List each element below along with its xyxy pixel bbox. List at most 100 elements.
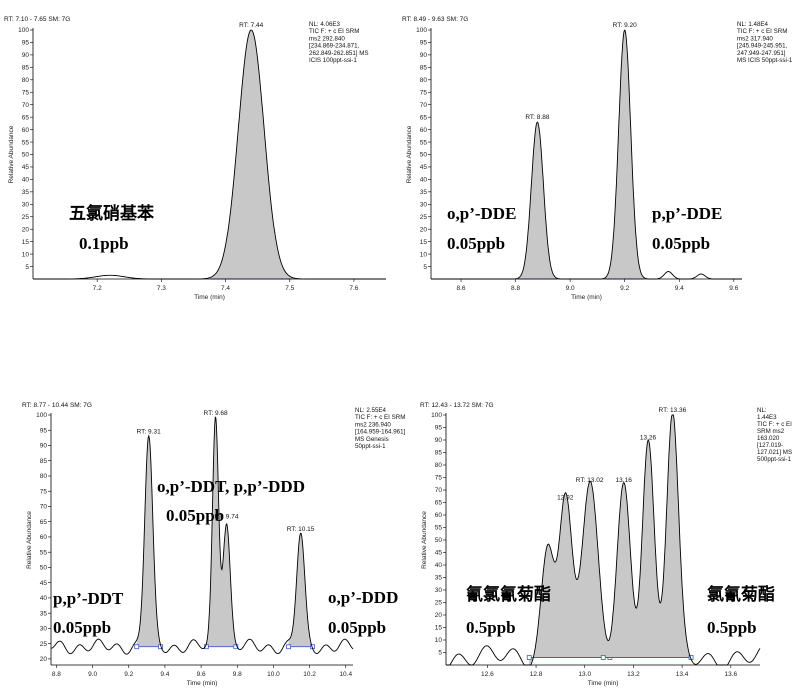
x-tick-label: 7.6: [349, 285, 358, 292]
peak-area: [206, 416, 236, 647]
y-tick-label: 65: [435, 500, 443, 507]
compound-annotation: 氰氯氰菊酯: [466, 584, 551, 604]
x-tick-label: 13.2: [627, 671, 640, 678]
y-tick-label: 35: [22, 189, 30, 196]
y-tick-label: 45: [435, 550, 443, 557]
scan-info-line: 500ppt-ssi-1: [757, 456, 792, 463]
y-axis-title: Relative Abundance: [406, 125, 413, 183]
chromatogram-panel-1: RT: 7.10 - 7.65 SM: 7G 5 10 15 20 25 30 35 40 45 5…: [4, 16, 386, 301]
y-tick-label: 55: [420, 139, 428, 146]
y-tick-label: 90: [22, 52, 30, 59]
x-tick-label: 9.6: [729, 285, 738, 292]
compound-annotation: o,p’-DDE: [447, 204, 516, 223]
compound-annotation: 五氯硝基苯: [69, 203, 154, 223]
compound-annotation: 0.5ppb: [466, 618, 516, 637]
y-tick-label: 100: [416, 27, 427, 34]
compound-annotation: 0.05ppb: [328, 618, 386, 637]
y-tick-label: 35: [40, 610, 48, 617]
y-tick-label: 85: [40, 458, 48, 465]
y-tick-label: 50: [40, 565, 48, 572]
scan-info-line: TIC F: + c EI SRM: [355, 414, 405, 421]
y-tick-label: 85: [22, 65, 30, 72]
y-tick-label: 100: [36, 412, 47, 419]
x-tick-label: 9.2: [124, 671, 133, 678]
scan-info-line: 50ppt-ssi-1: [355, 443, 386, 450]
y-tick-label: 95: [40, 427, 48, 434]
x-tick-label: 13.0: [578, 671, 591, 678]
scan-info-line: 247.949-247.951]: [737, 50, 786, 57]
y-tick-label: 90: [420, 52, 428, 59]
x-tick-label: 8.6: [456, 285, 465, 292]
scan-info-line: MS Genesis: [355, 436, 389, 443]
scan-info-line: ICIS 100ppt-ssi-1: [309, 57, 357, 64]
scan-info-line: TIC F: + c EI SRM: [309, 28, 359, 35]
x-tick-label: 9.2: [620, 285, 629, 292]
y-tick-label: 75: [40, 488, 48, 495]
scan-info-line: NL: 1.48E4: [737, 21, 769, 28]
scan-info-line: [164.959-164.961]: [355, 429, 406, 436]
x-axis-title: Time (min): [194, 294, 225, 301]
x-tick-label: 10.4: [339, 671, 352, 678]
x-tick-label: 13.4: [676, 671, 689, 678]
y-tick-label: 65: [22, 114, 30, 121]
peak-area: [288, 533, 313, 649]
peak-label: 13.16: [616, 477, 633, 484]
scan-info-line: TIC F: + c EI: [757, 421, 792, 428]
scan-info-line: [127.019-: [757, 442, 783, 449]
peak-area: [605, 30, 644, 279]
scan-info-line: TIC F: + c EI SRM: [737, 28, 787, 35]
x-axis-title: Time (min): [571, 294, 602, 301]
peak-area: [603, 415, 692, 660]
x-tick-label: 9.8: [233, 671, 242, 678]
scan-info-line: 163.020: [757, 435, 780, 442]
y-tick-label: 15: [435, 625, 443, 632]
y-tick-label: 25: [435, 600, 443, 607]
integration-marker: [134, 644, 140, 650]
y-tick-label: 50: [435, 537, 443, 544]
x-axis-title: Time (min): [588, 680, 619, 687]
peak-label: RT: 9.68: [204, 410, 228, 417]
integration-marker: [286, 644, 292, 650]
y-tick-label: 75: [420, 89, 428, 96]
compound-annotation: o,p’-DDD: [328, 588, 398, 607]
scan-info-line: 1.44E3: [757, 414, 777, 421]
y-tick-label: 95: [435, 425, 443, 432]
y-tick-label: 70: [420, 102, 428, 109]
scan-info-line: 262.849-262.851] MS: [309, 50, 369, 57]
y-tick-label: 75: [22, 89, 30, 96]
scan-info-line: NL: 4.06E3: [309, 21, 341, 28]
integration-marker: [526, 655, 532, 660]
x-axis-title: Time (min): [187, 680, 218, 687]
y-tick-label: 60: [40, 534, 48, 541]
integration-marker: [233, 644, 239, 650]
compound-annotation: 0.05ppb: [447, 234, 505, 253]
panel-header: RT: 8.49 - 9.63 SM: 7G: [402, 16, 468, 23]
y-tick-label: 40: [435, 562, 443, 569]
x-tick-label: 12.8: [530, 671, 543, 678]
peak-label: RT: 9.20: [613, 22, 637, 29]
chromatogram-panel-2: RT: 8.49 - 9.63 SM: 7G 5 10 15 20 25 30 35 40 45 5…: [402, 16, 793, 301]
y-tick-label: 25: [40, 641, 48, 648]
y-tick-label: 50: [420, 152, 428, 159]
peak-label: 13.26: [640, 435, 657, 442]
panel-header: RT: 12.43 - 13.72 SM: 7G: [420, 402, 494, 409]
y-tick-label: 85: [435, 450, 443, 457]
scan-info-line: SRM ms2: [757, 428, 785, 435]
y-tick-label: 35: [435, 575, 443, 582]
peak-area: [518, 122, 557, 279]
y-tick-label: 45: [40, 580, 48, 587]
y-tick-label: 35: [420, 189, 428, 196]
y-tick-label: 30: [435, 587, 443, 594]
panel-header: RT: 8.77 - 10.44 SM: 7G: [22, 402, 92, 409]
y-tick-label: 10: [435, 637, 443, 644]
y-tick-label: 65: [40, 519, 48, 526]
y-tick-label: 55: [435, 525, 443, 532]
panel-header: RT: 7.10 - 7.65 SM: 7G: [4, 16, 70, 23]
x-tick-label: 10.2: [303, 671, 316, 678]
y-tick-label: 90: [435, 437, 443, 444]
y-tick-label: 30: [420, 202, 428, 209]
peak-label: RT: 9.74: [214, 514, 238, 521]
peak-area: [529, 481, 610, 665]
peak-label: RT: 8.88: [525, 114, 549, 121]
